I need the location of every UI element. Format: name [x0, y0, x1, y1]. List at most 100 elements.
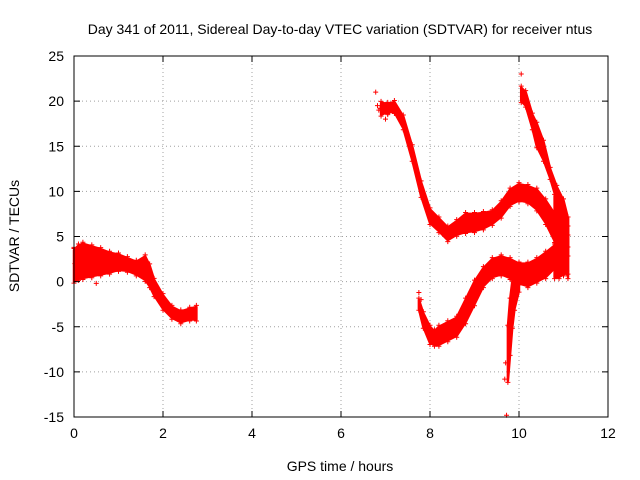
data-point	[505, 322, 511, 328]
data-point	[98, 245, 104, 251]
data-point	[427, 205, 433, 211]
data-point	[529, 110, 535, 116]
data-point	[107, 271, 113, 277]
chart-title: Day 341 of 2011, Sidereal Day-to-day VTE…	[88, 21, 592, 37]
data-point	[516, 259, 522, 265]
data-point	[147, 261, 153, 267]
data-point	[463, 209, 469, 215]
data-point	[565, 276, 571, 282]
x-tick-label: 0	[70, 425, 78, 441]
data-point	[391, 110, 397, 116]
axis-ticks: 0 2 4 6 8 10 12 -15 -10 -5 0 5 10 15 20 25	[44, 48, 616, 441]
data-point	[93, 280, 99, 286]
data-point	[554, 182, 560, 188]
data-point	[418, 297, 424, 303]
data-point	[72, 261, 78, 267]
data-point	[507, 352, 513, 358]
data-point	[193, 302, 199, 308]
data-point	[75, 241, 81, 247]
x-tick-label: 6	[337, 425, 345, 441]
data-point	[518, 71, 524, 77]
y-tick-label: -5	[52, 319, 65, 335]
data-point	[552, 276, 558, 282]
y-tick-label: 20	[48, 93, 64, 109]
grid	[74, 56, 608, 417]
data-point	[502, 376, 508, 382]
data-point	[523, 88, 529, 94]
data-point	[124, 269, 130, 275]
data-point	[480, 209, 486, 215]
data-point	[507, 255, 513, 261]
data-point	[534, 280, 540, 286]
data-point	[116, 250, 121, 256]
y-tick-label: -10	[44, 364, 64, 380]
data-point	[416, 289, 422, 295]
data-point	[463, 321, 469, 327]
data-point	[385, 99, 391, 105]
data-point	[436, 230, 442, 236]
data-point	[80, 277, 86, 283]
data-point	[525, 259, 531, 265]
data-point	[498, 273, 504, 279]
data-point	[489, 222, 495, 228]
data-point	[400, 127, 406, 133]
data-point	[518, 83, 524, 89]
data-point	[431, 327, 437, 333]
data-point	[133, 257, 139, 263]
data-point	[160, 291, 166, 297]
data-point	[556, 200, 562, 206]
data-band-early-band	[72, 242, 198, 324]
data-point	[427, 341, 433, 347]
y-axis-label: SDTVAR / TECUs	[6, 180, 22, 292]
data-point	[107, 248, 113, 254]
data-point	[525, 285, 531, 291]
data-point	[540, 137, 546, 143]
data-point	[142, 278, 148, 284]
data-point	[543, 221, 549, 227]
y-tick-label: 5	[56, 229, 64, 245]
data-point	[383, 116, 388, 122]
data-point	[523, 104, 529, 110]
data-point	[489, 207, 495, 213]
data-point	[540, 158, 546, 164]
data-point	[534, 145, 540, 151]
data-point	[178, 307, 184, 313]
data-point	[420, 325, 426, 331]
x-tick-label: 2	[159, 425, 167, 441]
data-point	[98, 273, 104, 279]
data-point	[436, 343, 442, 349]
data-point	[463, 295, 469, 301]
data-point	[391, 98, 397, 104]
data-point	[385, 112, 391, 118]
data-point	[507, 185, 513, 191]
data-point	[534, 208, 540, 214]
data-point	[529, 127, 535, 133]
data-point	[160, 307, 166, 313]
x-tick-label: 4	[248, 425, 256, 441]
data-point	[377, 105, 383, 111]
data-point	[124, 254, 130, 260]
data-point	[543, 276, 549, 282]
data-point	[454, 233, 460, 239]
data-point	[427, 221, 433, 227]
data-point	[431, 343, 437, 349]
y-tick-label: 15	[48, 138, 64, 154]
data-point	[509, 325, 515, 331]
y-tick-label: 25	[48, 48, 64, 64]
data-point	[472, 230, 477, 236]
data-point	[472, 303, 477, 309]
data-band-dip-spike	[506, 262, 521, 383]
data-point	[187, 304, 193, 310]
data-point	[507, 295, 513, 301]
data-point	[169, 316, 175, 322]
data-point	[400, 112, 406, 118]
data-point	[556, 276, 562, 282]
data-point	[374, 103, 380, 109]
data-point	[503, 360, 509, 366]
data-point	[547, 176, 553, 182]
data-point	[498, 198, 504, 204]
data-point	[534, 255, 540, 261]
data-point	[472, 209, 477, 215]
data-point	[480, 227, 486, 233]
